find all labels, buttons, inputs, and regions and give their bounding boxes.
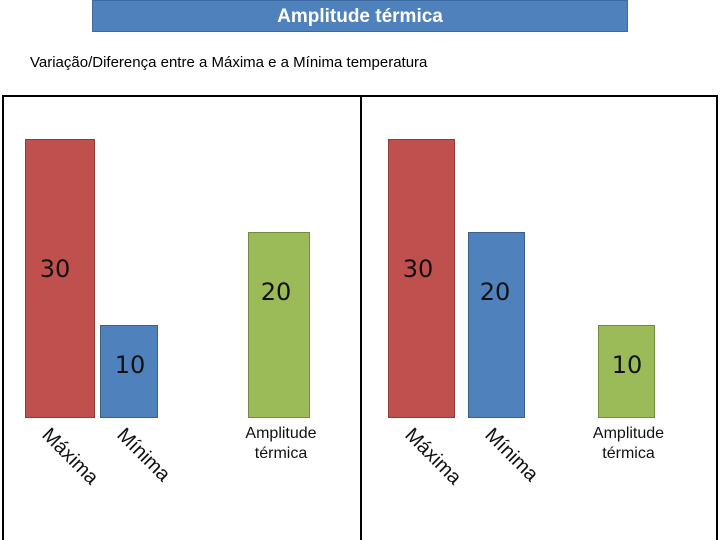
- value-label: 20: [479, 278, 511, 306]
- value-label: 10: [611, 351, 643, 379]
- bar-label: Amplitude térmica: [245, 425, 317, 462]
- panel: [360, 95, 718, 540]
- bar: [25, 139, 95, 418]
- value-label: 20: [260, 278, 292, 306]
- subtitle: Variação/Diferença entre a Máxima e a Mí…: [30, 54, 428, 71]
- bar: [598, 325, 655, 418]
- bar: [468, 232, 525, 418]
- value-label: 10: [114, 351, 146, 379]
- bar-label: Amplitude térmica: [592, 425, 665, 462]
- value-label: 30: [402, 255, 434, 283]
- bar: [100, 325, 158, 418]
- title-bar: Amplitude térmica: [92, 0, 628, 32]
- bar: [248, 232, 310, 418]
- bar: [388, 139, 455, 418]
- value-label: 30: [39, 255, 71, 283]
